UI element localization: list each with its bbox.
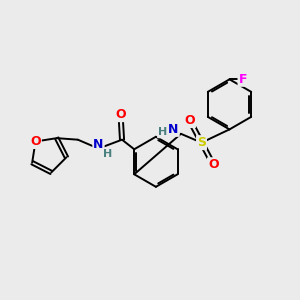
Text: O: O (115, 108, 126, 121)
Text: O: O (208, 158, 219, 171)
Text: H: H (158, 127, 167, 137)
Text: S: S (197, 136, 206, 149)
Text: H: H (103, 149, 112, 159)
Text: O: O (184, 114, 195, 127)
Text: F: F (238, 73, 247, 86)
Text: O: O (30, 135, 41, 148)
Text: N: N (93, 138, 104, 151)
Text: N: N (168, 123, 179, 136)
